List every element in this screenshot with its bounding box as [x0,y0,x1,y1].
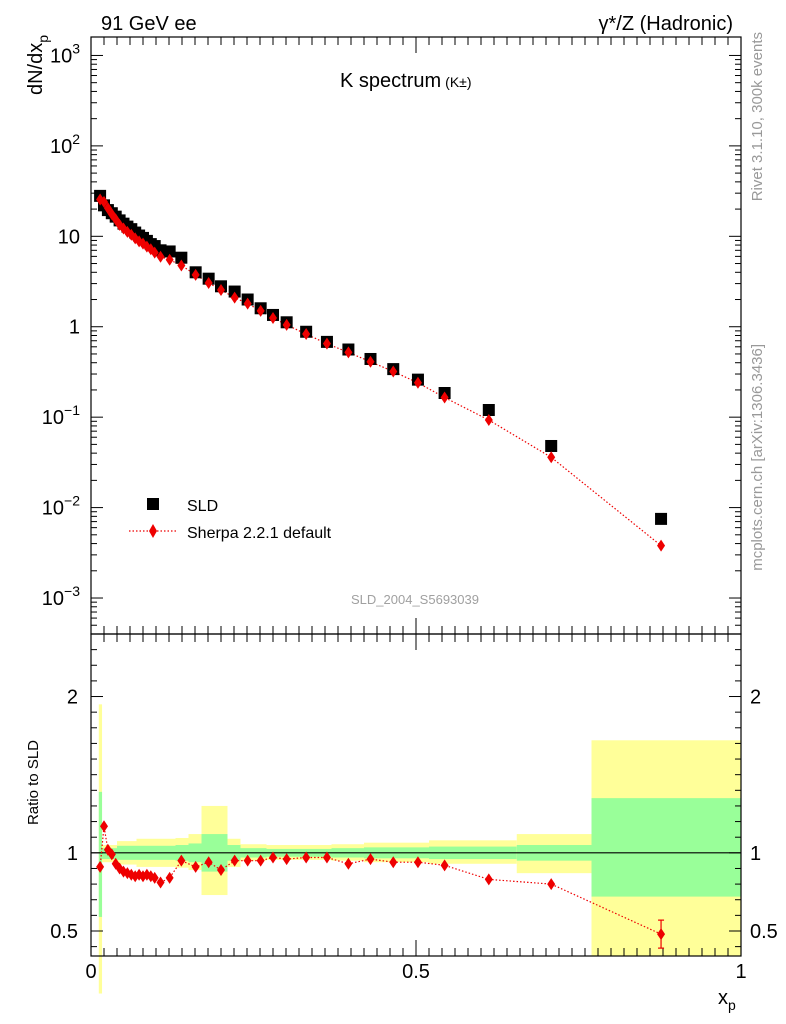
sherpa-data-point [366,355,375,368]
main-plot-frame [90,36,742,635]
sherpa-data-point [440,391,449,404]
sherpa-data-point [156,250,165,263]
sherpa-data-point [191,268,200,281]
ratio-y-tick-label-left: 1 [67,843,78,865]
sherpa-data-point [413,376,422,389]
legend-sherpa-label: Sherpa 2.2.1 default [187,525,332,542]
sherpa-data-point [547,451,556,464]
ratio-y-tick-label-right: 0.5 [750,921,778,943]
uncertainty-band-inner [98,791,103,917]
main-y-axis-label: dN/dxp [25,35,51,95]
sherpa-data-point [269,311,277,324]
main-y-tick-label: 102 [50,131,80,158]
ratio-data-point [156,876,165,889]
main-y-tick-label: 10 [58,226,80,248]
rivet-version-label: Rivet 3.1.10, 300k events [749,32,766,201]
x-tick-label: 0.5 [402,961,430,983]
ratio-data-point [100,820,108,833]
sherpa-line [99,198,662,547]
ratio-data-point [282,853,291,866]
sld-data-point [228,285,241,298]
main-y-axis-label-main: dN/dx [25,43,47,95]
ratio-data-point [177,854,186,867]
ratio-data-point [366,853,375,866]
sherpa-data-point [657,539,666,552]
sherpa-data-point [243,297,252,310]
sherpa-data-point [230,291,239,304]
ratio-y-tick-label-right: 1 [750,843,761,865]
ratio-data-point [269,851,277,864]
header-right-label: γ*/Z (Hadronic) [599,13,733,35]
legend-sld-label: SLD [187,498,218,515]
ratio-data-point [484,873,493,886]
sherpa-data-point [177,259,186,272]
analysis-id-watermark: SLD_2004_S5693039 [351,592,479,607]
ratio-data-point [165,871,174,884]
ratio-data-point [243,854,252,867]
x-tick-label: 0 [85,961,96,983]
main-y-tick-label: 103 [50,40,80,67]
ratio-y-tick-label-left: 0.5 [50,921,78,943]
main-y-tick-label: 10−1 [42,402,80,429]
ratio-y-tick-label-right: 2 [750,687,761,709]
mcplots-label: mcplots.cern.ch [arXiv:1306.3436] [749,344,766,571]
ratio-data-point [322,851,331,864]
sherpa-data-point [282,318,291,331]
ratio-data-point [440,859,449,872]
ratio-data-point [344,857,353,870]
main-y-tick-label: 1 [69,317,80,339]
ratio-data-point [204,856,213,869]
x-axis-label-main: x [718,987,728,1009]
legend-sld-marker [147,498,159,510]
ratio-data-point [389,856,398,869]
sld-data-point [175,251,188,264]
sherpa-data-point [322,337,331,350]
ratio-data-point [256,854,265,867]
ratio-y-tick-label-left: 2 [67,687,78,709]
sherpa-data-point [100,195,108,208]
ratio-data-point [150,871,159,884]
sherpa-data-point [344,346,353,359]
main-y-tick-label: 10−2 [42,493,80,520]
sherpa-data-point [165,253,174,266]
sherpa-data-point [217,283,225,296]
sherpa-data-point [389,365,398,378]
ratio-data-point [547,878,556,891]
uncertainty-band-inner [591,798,741,897]
ratio-y-axis-label: Ratio to SLD [25,740,42,825]
chart-title: K spectrum (K±) [340,70,472,92]
legend: SLD Sherpa 2.2.1 default [129,498,332,542]
ratio-data-point [302,851,311,864]
sherpa-data-point [256,304,265,317]
sld-data-point [482,404,495,417]
chart-title-main: K spectrum [340,70,441,92]
chart-title-particle: (K±) [445,74,471,90]
x-tick-label: 1 [735,961,746,983]
legend-sherpa-marker [149,524,157,538]
ratio-data-point [96,860,105,873]
sld-data-point [545,439,558,452]
sherpa-data-point [302,328,311,341]
x-axis-label-sub: p [728,997,736,1013]
sld-data-point [655,512,668,525]
main-y-axis-label-sub: p [35,35,51,43]
ratio-data-point [230,854,239,867]
ratio-data-point [191,860,200,873]
ratio-plot-area: 0 0.5 10.5 0.51 12 2 [50,633,778,994]
sld-data-point [163,245,176,258]
header-left-label: 91 GeV ee [101,13,197,35]
ratio-data-point [413,856,422,869]
sherpa-data-point [150,246,159,259]
ratio-data-point [107,848,116,861]
main-y-tick-label: 10−3 [42,583,80,610]
sherpa-data-point [204,276,213,289]
ratio-data-point [217,864,225,877]
x-axis-label: xp [718,987,736,1013]
sherpa-data-point [484,414,493,427]
